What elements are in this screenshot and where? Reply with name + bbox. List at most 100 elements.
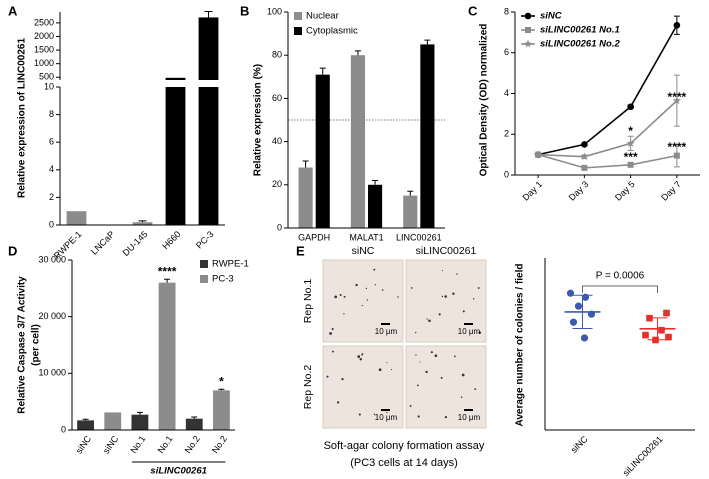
colony — [460, 396, 463, 399]
y-tick-label: 10 — [44, 81, 54, 91]
colony — [361, 304, 363, 307]
caption: (PC3 cells at 14 days) — [350, 457, 458, 469]
y-tick-label: 500 — [39, 72, 54, 82]
colony — [357, 355, 361, 359]
group-label: siLINC00261 — [150, 466, 207, 477]
x-tick-label: No.1 — [156, 434, 175, 455]
colony — [456, 273, 458, 275]
x-tick-label: siLINC00261 — [621, 434, 665, 478]
x-tick-label: MALAT1 — [349, 232, 383, 242]
colony — [462, 310, 465, 313]
colony — [331, 350, 334, 353]
y-tick-label: 10 000 — [38, 368, 66, 378]
colony — [477, 287, 480, 289]
colony — [329, 332, 332, 335]
colony — [378, 368, 382, 372]
micrograph — [322, 345, 404, 429]
y-tick-label: 80 — [272, 50, 282, 60]
y-tick-label: 40 — [272, 136, 282, 146]
y-tick-label: 1500 — [34, 44, 54, 54]
point — [580, 334, 589, 342]
bar — [350, 55, 365, 229]
x-tick-label: Day 7 — [659, 179, 683, 203]
y-tick-label: 20 — [272, 179, 282, 189]
scale-bar-label: 10 μm — [375, 327, 398, 336]
x-tick-label: siNC — [569, 434, 590, 455]
point — [642, 331, 649, 339]
legend-label: siLINC00261 No.1 — [540, 25, 620, 36]
caption: Soft-agar colony formation assay — [324, 440, 485, 452]
error-bar — [218, 388, 225, 391]
legend-marker — [524, 12, 532, 20]
y-tick-label: 2000 — [34, 31, 54, 41]
error-bar — [204, 10, 213, 18]
colony — [334, 295, 338, 299]
significance-bracket — [582, 285, 658, 293]
error-bar — [164, 278, 171, 283]
legend-label: Nuclear — [306, 11, 339, 22]
point — [580, 152, 589, 161]
y-axis-label: Relative expression (%) — [253, 64, 264, 176]
line — [537, 153, 678, 169]
colony — [444, 415, 448, 419]
colony — [331, 328, 334, 331]
micrograph — [405, 259, 487, 343]
error-bar — [136, 411, 143, 415]
significance: **** — [668, 90, 687, 104]
scale-bar-label: 10 μm — [458, 413, 481, 422]
colony — [415, 331, 417, 334]
x-tick-label: No.2 — [210, 434, 229, 455]
y-axis-label: (per cell) — [31, 324, 42, 366]
error-bar — [82, 418, 89, 421]
x-tick-label: Day 3 — [567, 179, 591, 203]
colony — [386, 361, 388, 364]
x-tick-label: H660 — [160, 229, 182, 251]
error-bar — [138, 220, 147, 223]
legend-swatch — [200, 275, 208, 283]
significance: *** — [624, 150, 638, 164]
column-label: siLINC00261 — [416, 245, 477, 257]
error-bar — [372, 179, 379, 185]
error-bar — [407, 190, 414, 196]
colony — [416, 384, 419, 387]
point — [626, 139, 635, 147]
x-tick-label: siNC — [74, 433, 94, 455]
y-axis-label: Relative Caspase 3/7 Activity — [17, 276, 28, 414]
significance: * — [628, 124, 633, 138]
micrograph — [322, 259, 404, 343]
colony — [430, 351, 433, 354]
y-tick-label: 0 — [504, 169, 509, 179]
bar — [158, 282, 176, 430]
legend-label: siLINC00261 No.2 — [540, 39, 620, 50]
colony — [428, 319, 431, 323]
y-tick-label: 1000 — [34, 58, 54, 68]
colony — [415, 354, 417, 356]
line — [538, 100, 678, 158]
colony — [444, 295, 447, 298]
point — [581, 141, 588, 148]
colony — [373, 413, 376, 416]
bar — [131, 414, 149, 430]
significance: * — [219, 374, 224, 388]
y-tick-label: 2 — [49, 192, 54, 202]
colony — [452, 292, 455, 295]
y-tick-label: 8 — [49, 109, 54, 119]
colony — [417, 415, 420, 418]
colony — [472, 298, 475, 300]
colony — [373, 268, 376, 271]
legend-swatch — [200, 260, 208, 268]
y-tick-label: 8 — [504, 6, 509, 16]
bar — [198, 17, 219, 225]
legend-label: Cytoplasmic — [306, 26, 358, 37]
colony — [374, 284, 377, 286]
colony — [365, 287, 368, 290]
colony — [434, 354, 438, 358]
point — [658, 326, 665, 334]
bar — [132, 222, 153, 225]
colony — [409, 405, 412, 407]
point — [627, 161, 634, 168]
significance: **** — [668, 140, 687, 154]
scale-bar-label: 10 μm — [375, 413, 398, 422]
point — [673, 21, 681, 29]
y-tick-label: 0 — [61, 424, 66, 434]
